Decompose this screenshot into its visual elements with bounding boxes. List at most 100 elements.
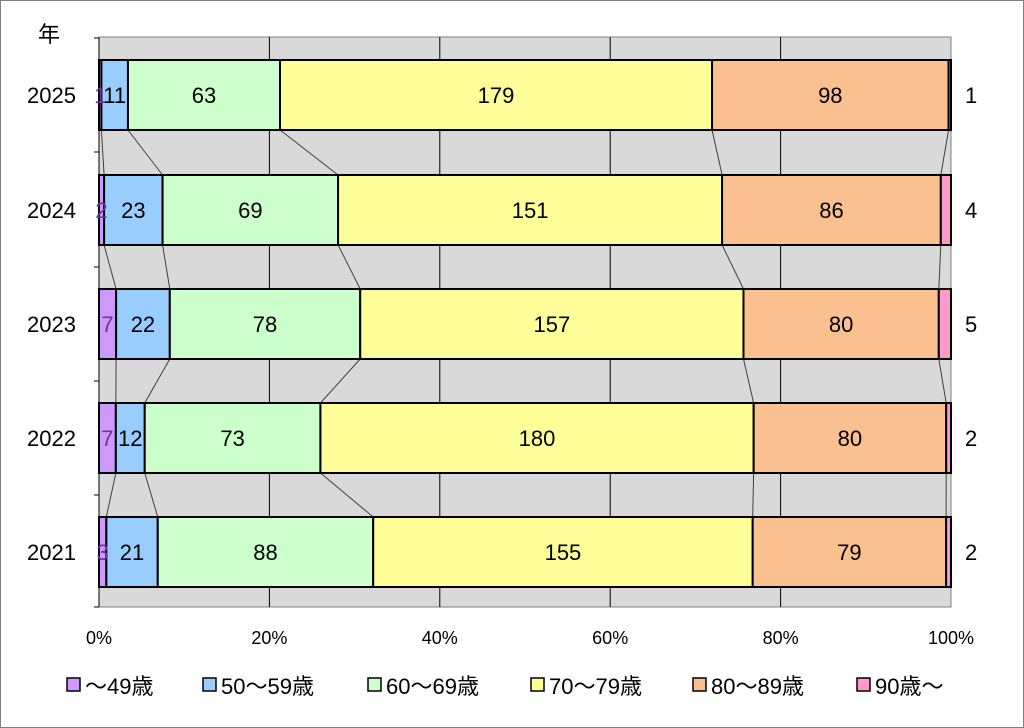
y-tick-label: 2022 — [27, 426, 76, 451]
data-label: 69 — [238, 198, 262, 223]
bar-segment — [279, 59, 714, 131]
bar-segment — [103, 174, 164, 246]
series-line — [100, 129, 105, 176]
data-label: 12 — [118, 426, 142, 451]
bar-segment — [721, 174, 942, 246]
y-tick-label: 2024 — [27, 198, 76, 223]
bar-segment — [156, 516, 375, 588]
legend-label: 80～89歳 — [711, 674, 804, 699]
y-axis-labels: 2025 2024 2023 2022 2021 — [27, 83, 76, 565]
data-label: 151 — [512, 198, 549, 223]
data-label: 3 — [97, 540, 109, 565]
series-line — [337, 244, 361, 290]
legend-item: 90歳～ — [856, 674, 943, 699]
series-line — [320, 472, 374, 518]
data-label: 179 — [478, 83, 515, 108]
series-line — [320, 358, 361, 404]
series-line — [743, 358, 755, 404]
data-labels: 111 63 179 98 12 23 69 151 86 47 22 78 157 80 57 12 73 18… — [94, 83, 977, 565]
data-label: 157 — [533, 312, 570, 337]
bar-segment — [126, 59, 282, 131]
bar-segment — [143, 402, 322, 474]
legend-label: ～49歳 — [85, 674, 153, 699]
x-axis-labels: 0% 20% 40% 60% 80% 100% — [86, 628, 974, 648]
x-tick-label: 0% — [86, 628, 112, 648]
x-tick-label: 60% — [592, 628, 628, 648]
legend-label: 70～79歳 — [549, 674, 642, 699]
series-line — [940, 129, 950, 176]
data-label: 78 — [253, 312, 277, 337]
series-line — [279, 129, 339, 176]
bar-segment — [337, 174, 724, 246]
bar-segment — [359, 288, 745, 360]
legend-swatch — [202, 677, 217, 692]
series-line — [127, 129, 163, 176]
series-line — [938, 358, 947, 404]
data-label: 1 — [94, 83, 106, 108]
data-label: 2 — [965, 540, 977, 565]
legend-item: 60～69歳 — [367, 674, 479, 699]
legend-swatch — [692, 677, 707, 692]
y-tick-label: 2023 — [27, 312, 76, 337]
legend-label: 50～59歳 — [221, 674, 314, 699]
legend-swatch — [856, 677, 871, 692]
data-label: 80 — [829, 312, 853, 337]
data-label: 80 — [838, 426, 862, 451]
data-label: 86 — [819, 198, 843, 223]
data-label: 180 — [519, 426, 556, 451]
bar-segment — [711, 59, 950, 131]
series-line — [938, 244, 942, 290]
series-line — [721, 244, 744, 290]
legend-item: 80～89歳 — [692, 674, 804, 699]
bar-segment — [161, 174, 340, 246]
data-label: 73 — [220, 426, 244, 451]
data-label: 79 — [837, 540, 861, 565]
bar-segment — [372, 516, 754, 588]
series-line — [752, 472, 755, 518]
bar-segment — [945, 402, 953, 474]
data-label: 21 — [120, 540, 144, 565]
series-line — [144, 472, 159, 518]
x-tick-label: 100% — [928, 628, 974, 648]
x-tick-label: 80% — [763, 628, 799, 648]
data-label: 11 — [103, 83, 126, 108]
legend-item: 70～79歳 — [530, 674, 642, 699]
bar-segment — [947, 59, 953, 131]
data-label: 7 — [101, 312, 113, 337]
data-label: 22 — [131, 312, 155, 337]
y-axis-unit-label: 年 — [38, 22, 60, 47]
legend-item: ～49歳 — [66, 674, 153, 699]
legend-label: 60～69歳 — [386, 674, 479, 699]
bar-segment — [937, 288, 953, 360]
bar-segment — [945, 516, 953, 588]
bar-segment — [752, 402, 948, 474]
data-label: 2 — [965, 426, 977, 451]
y-tick-label: 2021 — [27, 540, 76, 565]
data-label: 23 — [121, 198, 145, 223]
data-label: 1 — [965, 83, 977, 108]
legend-swatch — [530, 677, 545, 692]
legend-item: 50～59歳 — [202, 674, 314, 699]
data-label: 4 — [965, 198, 977, 223]
data-label: 7 — [101, 426, 113, 451]
series-line — [144, 358, 171, 404]
bars — [98, 59, 953, 588]
legend-label: 90歳～ — [875, 674, 943, 699]
data-label: 155 — [545, 540, 582, 565]
series-line — [711, 129, 723, 176]
data-label: 5 — [965, 312, 977, 337]
data-label: 63 — [192, 83, 216, 108]
data-label: 98 — [818, 83, 842, 108]
series-lines — [100, 129, 950, 518]
bar-segment — [939, 174, 952, 246]
series-line — [105, 472, 117, 518]
x-tick-label: 40% — [422, 628, 458, 648]
data-label: 88 — [253, 540, 277, 565]
legend: ～49歳 50～59歳 60～69歳 70～79歳 80～89歳 90歳～ — [66, 674, 943, 699]
series-line — [162, 244, 171, 290]
x-tick-label: 20% — [251, 628, 287, 648]
bar-segment — [751, 516, 948, 588]
y-tick-label: 2025 — [27, 83, 76, 108]
legend-swatch — [66, 677, 81, 692]
